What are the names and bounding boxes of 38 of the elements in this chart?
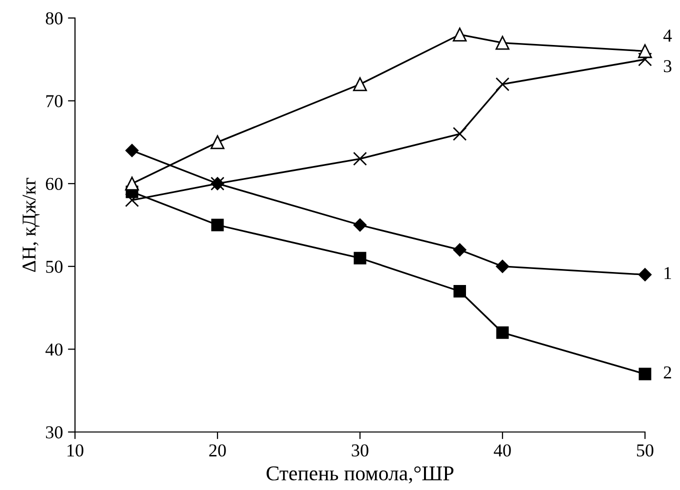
point <box>496 77 510 92</box>
point <box>496 260 510 273</box>
series-label: 4 <box>663 30 672 42</box>
x-tick-label: 30 <box>352 444 368 457</box>
point <box>354 252 366 264</box>
point <box>353 77 367 92</box>
point <box>638 368 652 380</box>
point <box>210 135 224 150</box>
point <box>353 152 367 166</box>
series-label: 3 <box>664 60 672 72</box>
point <box>125 144 139 158</box>
series-label: 2 <box>664 366 672 378</box>
point <box>453 243 466 256</box>
y-tick-label: 30 <box>46 426 63 438</box>
point <box>125 193 139 208</box>
y-axis-title: ΔH, кДж/кг <box>22 178 40 272</box>
point <box>125 176 139 191</box>
x-tick-label: 40 <box>494 444 511 457</box>
point <box>454 284 466 298</box>
y-tick-label: 80 <box>46 12 63 24</box>
y-tick-label: 50 <box>46 260 63 273</box>
x-tick-label: 20 <box>209 444 226 457</box>
point <box>452 126 467 141</box>
point <box>452 28 467 42</box>
x-tick-label: 10 <box>68 444 84 457</box>
point <box>496 36 510 50</box>
point <box>638 268 652 282</box>
series-label: 1 <box>664 267 671 280</box>
point <box>211 218 224 232</box>
x-axis-title: Степень помола,°ШР <box>266 466 454 484</box>
y-tick-label: 60 <box>46 178 63 190</box>
y-tick-label: 70 <box>46 95 63 108</box>
point <box>638 44 652 58</box>
point <box>496 326 509 339</box>
y-tick-label: 40 <box>45 343 63 356</box>
point <box>353 218 367 232</box>
point <box>638 52 652 66</box>
x-tick-label: 50 <box>637 444 654 457</box>
